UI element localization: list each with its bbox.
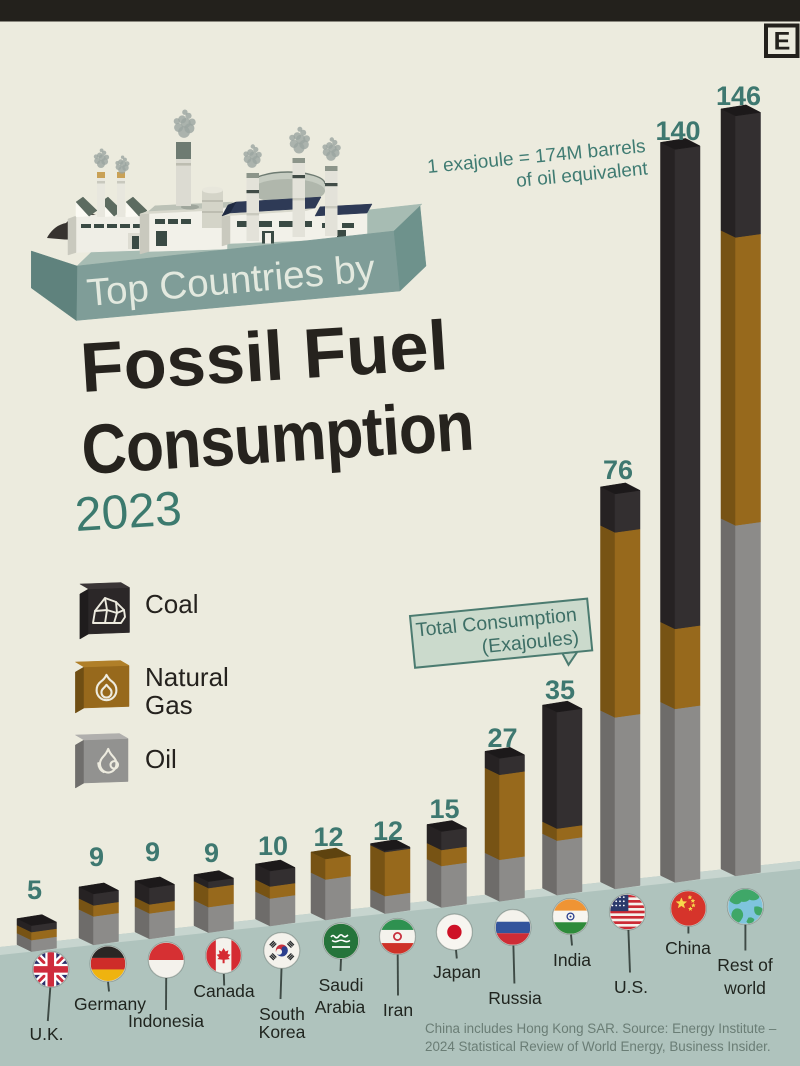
svg-text:10: 10 <box>258 831 288 861</box>
svg-text:India: India <box>553 950 591 970</box>
svg-text:U.K.: U.K. <box>29 1024 63 1044</box>
svg-text:2024 Statistical Review of Wor: 2024 Statistical Review of World Energy,… <box>425 1039 771 1054</box>
svg-text:9: 9 <box>89 842 104 872</box>
svg-text:76: 76 <box>603 455 633 485</box>
svg-text:Gas: Gas <box>145 690 193 720</box>
svg-text:Natural: Natural <box>145 662 229 692</box>
svg-text:35: 35 <box>545 675 575 705</box>
svg-text:E: E <box>774 28 791 56</box>
svg-text:2023: 2023 <box>73 482 183 542</box>
svg-text:Indonesia: Indonesia <box>128 1011 204 1031</box>
svg-text:U.S.: U.S. <box>614 977 648 997</box>
svg-text:South: South <box>259 1004 305 1024</box>
svg-text:world: world <box>723 978 766 998</box>
svg-text:Japan: Japan <box>433 962 481 982</box>
svg-text:27: 27 <box>487 723 517 753</box>
svg-text:Iran: Iran <box>383 1000 413 1020</box>
svg-text:9: 9 <box>145 837 160 867</box>
svg-text:146: 146 <box>716 81 761 111</box>
svg-text:Arabia: Arabia <box>315 997 366 1017</box>
svg-text:12: 12 <box>373 816 403 846</box>
svg-text:5: 5 <box>27 875 42 905</box>
svg-text:Rest of: Rest of <box>717 955 773 975</box>
svg-text:140: 140 <box>655 116 700 146</box>
svg-text:12: 12 <box>313 822 343 852</box>
svg-text:China: China <box>665 938 711 958</box>
svg-text:Germany: Germany <box>74 994 146 1014</box>
svg-text:Saudi: Saudi <box>319 975 364 995</box>
svg-text:Canada: Canada <box>193 981 255 1001</box>
svg-text:Russia: Russia <box>488 988 542 1008</box>
svg-text:Oil: Oil <box>145 744 177 774</box>
svg-text:China includes Hong Kong SAR.: China includes Hong Kong SAR. Source: En… <box>425 1021 777 1036</box>
svg-text:Coal: Coal <box>145 589 198 619</box>
svg-text:Korea: Korea <box>259 1022 306 1042</box>
svg-text:15: 15 <box>429 794 459 824</box>
svg-text:9: 9 <box>204 838 219 868</box>
